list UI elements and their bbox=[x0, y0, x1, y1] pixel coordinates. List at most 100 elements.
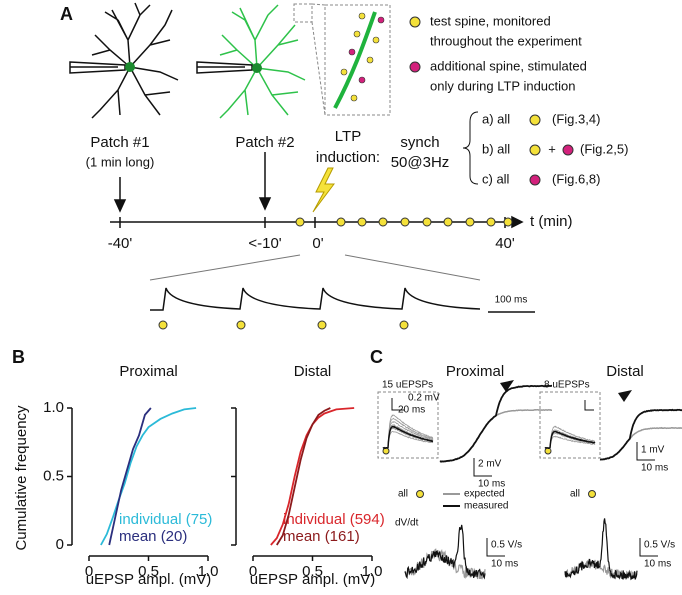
cdf-line bbox=[270, 407, 355, 546]
x-tick-label: 1.0 bbox=[198, 563, 219, 580]
scale-label: 1 mV bbox=[641, 445, 665, 456]
x-tick-label: 0 bbox=[85, 563, 93, 580]
legend-text: throughout the experiment bbox=[430, 33, 582, 48]
traces bbox=[382, 384, 682, 581]
scale-label: 10 ms bbox=[644, 559, 671, 570]
trace bbox=[382, 421, 434, 449]
dendrite bbox=[333, 11, 377, 109]
ltp-label: LTP bbox=[335, 128, 361, 145]
trace bbox=[382, 417, 434, 450]
stim-dots bbox=[158, 320, 409, 330]
y-tick-label: 0.5 bbox=[43, 467, 64, 484]
scale-bar bbox=[636, 442, 655, 461]
trace bbox=[382, 425, 434, 450]
brace bbox=[462, 111, 479, 185]
lightning bbox=[312, 167, 335, 213]
cdf-line bbox=[100, 407, 197, 546]
panel-label: C bbox=[370, 347, 383, 367]
x-axis-label: uEPSP ampl. (mV) bbox=[86, 571, 212, 588]
trace bbox=[439, 384, 552, 463]
arrows bbox=[113, 152, 272, 213]
trace bbox=[382, 414, 434, 449]
scale-label: 10 ms bbox=[641, 463, 668, 474]
time-label: -40' bbox=[108, 235, 133, 252]
inset-label: 15 uEPSPs bbox=[382, 380, 433, 391]
trace bbox=[439, 409, 553, 463]
chart-title: Distal bbox=[294, 363, 332, 380]
stim-dot bbox=[588, 490, 596, 498]
stim-label: all bbox=[570, 489, 580, 500]
scale-bar bbox=[486, 538, 505, 557]
protocol: (Fig.3,4) bbox=[552, 111, 600, 126]
ltp-label: induction: bbox=[316, 149, 380, 166]
scale-label: 0.5 V/s bbox=[491, 540, 522, 551]
time-label: 0' bbox=[312, 235, 323, 252]
protocol: b) all bbox=[482, 141, 510, 156]
inset-box bbox=[539, 391, 601, 459]
trace bbox=[544, 425, 596, 450]
y-tick-label: 1.0 bbox=[43, 399, 64, 416]
time-axis-label: t (min) bbox=[530, 213, 573, 230]
legend-text: test spine, monitored bbox=[430, 13, 551, 28]
stim-label: all bbox=[398, 489, 408, 500]
legend-dot bbox=[409, 16, 421, 28]
trace bbox=[404, 524, 486, 580]
patch-label: Patch #1 bbox=[90, 134, 149, 151]
trace-title: Distal bbox=[606, 363, 644, 380]
x-tick-label: 1.0 bbox=[362, 563, 383, 580]
scale-bar bbox=[584, 400, 594, 411]
scale-label: 10 ms bbox=[491, 559, 518, 570]
protocol-dot bbox=[529, 114, 541, 126]
scale-label: 0.2 mV bbox=[408, 393, 440, 404]
legend-text: mean (161) bbox=[283, 528, 360, 545]
y-tick-label: 0 bbox=[56, 536, 64, 553]
protocol-dot bbox=[562, 144, 574, 156]
timeline-spines bbox=[295, 217, 513, 227]
synch-label: synch bbox=[400, 134, 439, 151]
time-label: 40' bbox=[495, 235, 515, 252]
scale-label: 10 ms bbox=[478, 479, 505, 490]
x-tick-label: 0.5 bbox=[138, 563, 159, 580]
timeline bbox=[110, 215, 524, 229]
panel-label: B bbox=[12, 347, 25, 367]
stim-dot bbox=[416, 490, 424, 498]
legend-text: additional spine, stimulated bbox=[430, 58, 587, 73]
scale-label: 2 mV bbox=[478, 459, 502, 470]
legend-text: only during LTP induction bbox=[430, 78, 576, 93]
legend-text: individual (75) bbox=[119, 511, 212, 528]
legend-text: expected bbox=[464, 489, 505, 500]
inset-box bbox=[293, 3, 391, 116]
legend-dot bbox=[409, 61, 421, 73]
patch-note: (1 min long) bbox=[86, 154, 155, 169]
y-axis-label: Cumulative frequency bbox=[13, 405, 30, 551]
neuron-black bbox=[69, 2, 179, 119]
scale-bar bbox=[391, 398, 404, 411]
cdf-line bbox=[276, 407, 331, 546]
scale-label: 0.5 V/s bbox=[644, 540, 675, 551]
soma bbox=[125, 62, 135, 72]
scale-bar bbox=[639, 538, 658, 557]
protocol: + bbox=[548, 141, 556, 156]
arrowhead bbox=[500, 380, 514, 392]
legend-text: individual (594) bbox=[283, 511, 385, 528]
scale-label: 100 ms bbox=[495, 295, 528, 306]
protocol-dot bbox=[529, 174, 541, 186]
legend-text: measured bbox=[464, 501, 508, 512]
trace bbox=[544, 430, 596, 450]
x-tick-label: 0.5 bbox=[302, 563, 323, 580]
inset-box bbox=[377, 391, 439, 459]
protocol: (Fig.2,5) bbox=[580, 141, 628, 156]
inset-label: 8 uEPSPs bbox=[544, 380, 590, 391]
trace bbox=[564, 518, 638, 581]
protocol: a) all bbox=[482, 111, 510, 126]
trace bbox=[382, 430, 434, 449]
time-label: <-10' bbox=[248, 235, 281, 252]
scale-bar bbox=[473, 458, 492, 477]
soma bbox=[252, 63, 262, 73]
zoom-lines bbox=[149, 254, 481, 281]
scale-label: 20 ms bbox=[398, 405, 425, 416]
neuron-green bbox=[196, 4, 306, 119]
arrowhead bbox=[618, 390, 632, 402]
protocol-dot bbox=[529, 144, 541, 156]
